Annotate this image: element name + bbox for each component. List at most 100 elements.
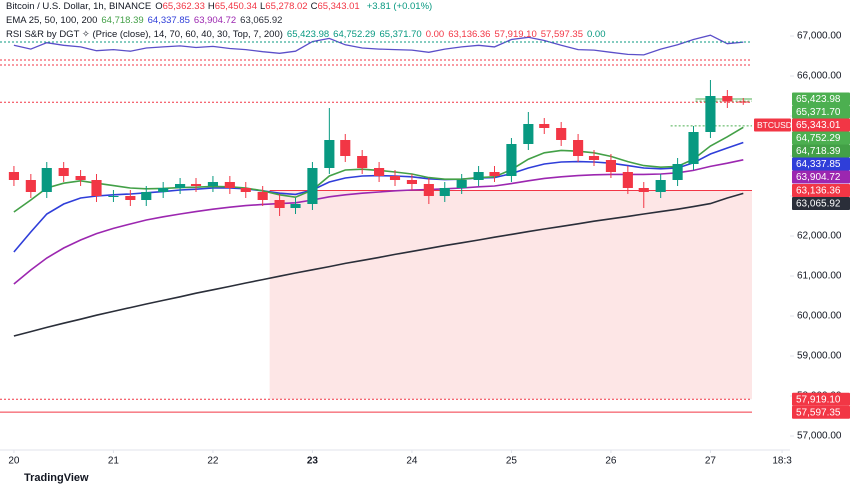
x-tick-label: 20 <box>8 456 20 467</box>
candle-body <box>473 172 484 180</box>
ohlc: O65,362.33 H65,450.34 L65,278.02 C65,343.01 <box>155 1 363 12</box>
price-label-bg <box>792 131 850 145</box>
rsi-value: 57,919.10 <box>494 29 537 40</box>
ema-row: EMA 25, 50, 100, 200 64,718.39 64,337.85 63… <box>6 14 610 28</box>
ohlc-value: 65,278.02 <box>265 1 308 12</box>
ohlc-item: C65,343.01 <box>311 1 360 12</box>
candle-body <box>141 192 152 200</box>
price-label: 65,343.01 <box>796 120 841 131</box>
rsi-value: 64,752.29 <box>333 29 376 40</box>
candle-body <box>722 96 733 102</box>
candle-body <box>655 180 666 192</box>
ema-value: 64,718.39 <box>101 15 144 26</box>
candle-body <box>158 188 169 192</box>
price-label-bg <box>792 405 850 419</box>
change: +3.81 (+0.01%) <box>366 1 433 12</box>
price-label-bg <box>792 197 850 211</box>
ohlc-item: H65,450.34 <box>208 1 257 12</box>
candle-body <box>224 182 235 188</box>
x-tick-label: 21 <box>108 456 120 467</box>
rsi-value: 57,597.35 <box>540 29 583 40</box>
ohlc-key: O <box>155 1 163 12</box>
candle-body <box>274 200 285 208</box>
rsi-value: 65,371.70 <box>379 29 422 40</box>
candle-body <box>190 184 202 186</box>
candle-body <box>506 144 517 176</box>
sr-zone <box>269 190 752 400</box>
rsi-value: 63,136.36 <box>448 29 491 40</box>
candle-body <box>406 180 418 184</box>
candle-body <box>324 140 335 168</box>
price-label: 63,904.72 <box>796 172 841 183</box>
rsi-value: 65,423.98 <box>286 29 330 40</box>
rsi-line <box>13 34 744 56</box>
symbol-title: Bitcoin / U.S. Dollar, 1h, BINANCE <box>6 1 152 12</box>
ema-value: 63,065.92 <box>240 15 283 26</box>
price-label: 64,337.85 <box>796 159 841 170</box>
ohlc-key: C <box>310 1 318 12</box>
candle-body <box>41 168 52 192</box>
candle-body <box>638 188 649 192</box>
candle-body <box>290 204 301 208</box>
y-tick-label: 59,000.00 <box>797 351 842 362</box>
candle-body <box>738 101 749 103</box>
x-tick-label: 23 <box>307 456 319 467</box>
rsi-value: 0.00 <box>425 29 445 40</box>
x-tick-label: 25 <box>506 456 518 467</box>
y-tick-label: 62,000.00 <box>797 231 842 242</box>
y-tick-label: 60,000.00 <box>797 311 842 322</box>
price-label-bg <box>792 170 850 184</box>
ohlc-item: O65,362.33 <box>155 1 205 12</box>
candle-body <box>622 172 633 188</box>
x-tick-label: 24 <box>406 456 418 467</box>
candle-body <box>75 176 86 180</box>
y-tick-label: 57,000.00 <box>797 431 842 442</box>
y-tick-label: 66,000.00 <box>797 71 842 82</box>
logo: TradingView <box>24 472 89 484</box>
ema-label: EMA 25, 50, 100, 200 <box>6 15 98 26</box>
ema-value: 63,904.72 <box>193 15 237 26</box>
candle-body <box>439 188 450 196</box>
candle-body <box>91 180 102 196</box>
x-tick-label: 27 <box>705 456 717 467</box>
price-label: 65,371.70 <box>796 107 841 118</box>
candle-body <box>307 168 318 204</box>
candle-body <box>108 196 119 197</box>
candle-body <box>357 156 368 168</box>
plot <box>0 34 752 413</box>
rsi-value: 0.00 <box>587 29 606 40</box>
rsi-label: RSI S&R by DGT ✧ (Price (close), 14, 70,… <box>6 29 283 40</box>
candle-body <box>573 140 584 156</box>
candle-body <box>8 172 20 180</box>
candle-body <box>588 156 600 160</box>
ohlc-key: H <box>207 1 215 12</box>
candle-body <box>605 160 617 172</box>
symbol-tag: BTCUSD <box>757 120 792 130</box>
x-tick-label: 22 <box>207 456 219 467</box>
candle-body <box>672 164 683 180</box>
candle-body <box>257 192 268 200</box>
candle-body <box>539 124 550 128</box>
candle-body <box>688 132 699 164</box>
y-tick-label: 61,000.00 <box>797 271 842 282</box>
candle-body <box>389 176 401 180</box>
candle-body <box>340 140 351 156</box>
price-label: 57,919.10 <box>796 394 841 405</box>
candle-body <box>58 168 69 176</box>
candle-body <box>705 96 716 132</box>
x-tick-label: 26 <box>605 456 617 467</box>
symbol-row: Bitcoin / U.S. Dollar, 1h, BINANCE O65,36… <box>6 0 610 14</box>
price-label-bg <box>792 92 850 106</box>
rsi-row: RSI S&R by DGT ✧ (Price (close), 14, 70,… <box>6 28 610 42</box>
price-label-bg <box>792 157 850 171</box>
y-tick-label: 67,000.00 <box>797 31 842 42</box>
price-label-bg <box>792 105 850 119</box>
ohlc-value: 65,450.34 <box>214 1 257 12</box>
ema-line <box>13 159 744 285</box>
candle-body <box>523 124 534 144</box>
candle-body <box>125 196 136 200</box>
price-label: 65,423.98 <box>796 94 841 105</box>
legend-header: Bitcoin / U.S. Dollar, 1h, BINANCE O65,36… <box>6 0 610 42</box>
